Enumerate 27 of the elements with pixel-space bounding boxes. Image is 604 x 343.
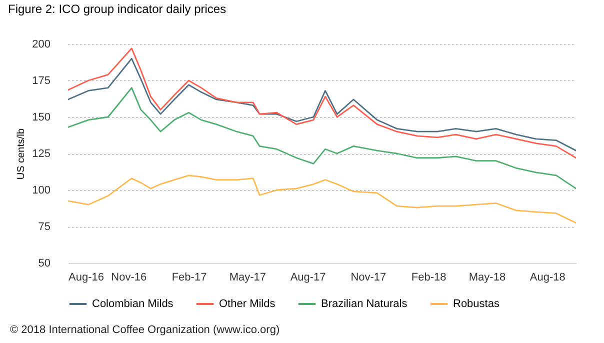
- x-tick-label: Nov-16: [111, 272, 147, 284]
- x-tick-label: Aug-17: [290, 272, 326, 284]
- y-tick-label: 100: [32, 184, 50, 196]
- y-axis-title: US cents/lb: [16, 128, 28, 180]
- y-tick-label: 75: [38, 221, 50, 233]
- legend-label: Robustas: [453, 298, 500, 310]
- x-tick-label: May-17: [229, 272, 266, 284]
- line-series: [68, 87, 576, 190]
- y-tick-label: 50: [38, 258, 50, 270]
- x-tick-label: Nov-17: [350, 272, 386, 284]
- legend-label: Brazilian Naturals: [321, 298, 408, 310]
- y-tick-label: 200: [32, 38, 50, 50]
- legend-label: Other Milds: [219, 298, 276, 310]
- x-tick-label: Aug-18: [530, 272, 566, 284]
- y-tick-label: 150: [32, 112, 50, 124]
- line-series: [68, 174, 576, 224]
- y-tick-label: 125: [32, 148, 50, 160]
- x-tick-label: Feb-17: [172, 272, 207, 284]
- x-tick-label: Aug-16: [68, 272, 104, 284]
- chart-title: Figure 2: ICO group indicator daily prices: [8, 2, 226, 16]
- line-series: [68, 58, 576, 152]
- y-tick-label: 175: [32, 75, 50, 87]
- text: © 2018 International Coffee Organization (www.ico.org): [10, 324, 280, 336]
- line-series: [68, 48, 576, 159]
- x-tick-label: May-18: [468, 272, 506, 284]
- x-tick-label: Feb-18: [411, 272, 446, 284]
- legend-label: Colombian Milds: [92, 298, 174, 310]
